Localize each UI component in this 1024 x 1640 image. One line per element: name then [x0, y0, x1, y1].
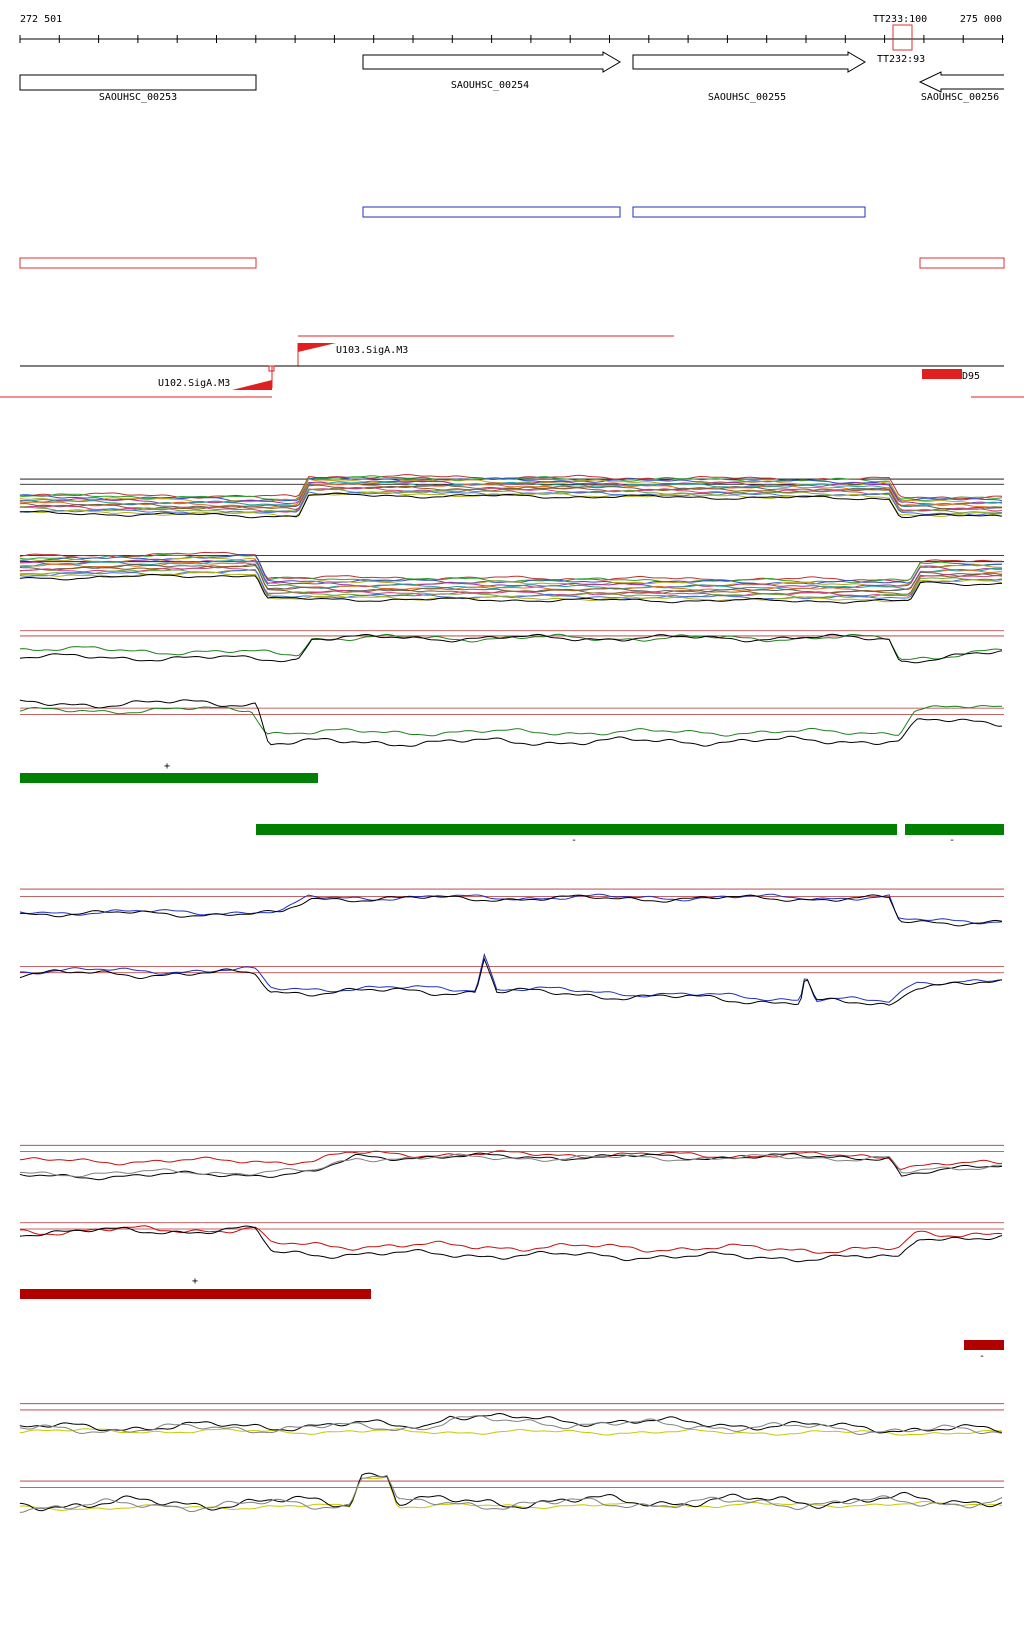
strand-label: - [949, 835, 955, 846]
profile-line [19, 551, 1002, 582]
profile-line [19, 558, 1003, 589]
profile-line [19, 952, 1003, 1003]
profile-line [19, 569, 1003, 600]
gene [632, 51, 866, 73]
profile-line [19, 1412, 1003, 1434]
profile-line [19, 476, 1003, 502]
feature-label: D95 [962, 371, 980, 382]
promoter-flag [298, 343, 336, 352]
operon-box [919, 257, 1005, 269]
profile-line [19, 481, 1003, 508]
profile-line [19, 1150, 1003, 1170]
profile-line [19, 571, 1003, 603]
gene [19, 74, 257, 91]
profile-line [19, 482, 1003, 509]
segment-bar [256, 824, 897, 835]
profile-line [19, 1225, 1003, 1254]
strand-label: - [979, 1351, 985, 1362]
profile-line [19, 488, 1003, 514]
segment-bar [20, 773, 318, 783]
profile-line [19, 559, 1003, 591]
operon-box [632, 206, 866, 218]
strand-label: - [571, 835, 577, 846]
profile-line [19, 894, 1003, 927]
gene [918, 71, 1004, 93]
gene-label: SAOUHSC_00256 [921, 92, 999, 103]
profile-line [19, 633, 1003, 660]
gene [362, 51, 621, 73]
terminator-box [892, 24, 913, 51]
profile-line [19, 893, 1003, 925]
promoter-flag [232, 380, 272, 390]
profile-line [19, 1153, 1003, 1178]
profile-line [19, 1428, 1003, 1436]
profile-line [19, 957, 1003, 1006]
ruler-end: 275 000 [960, 14, 1002, 25]
profile-line [19, 492, 1003, 519]
profile-line [19, 1474, 1003, 1513]
profile-line [19, 699, 1003, 747]
profile-line [19, 633, 1003, 664]
terminator-label: TT232:93 [877, 54, 925, 65]
promoter-label: U102.SigA.M3 [158, 378, 230, 389]
profile-tracks [19, 474, 1004, 1513]
gene-label: SAOUHSC_00255 [708, 92, 786, 103]
promoter-label: U103.SigA.M3 [336, 345, 408, 356]
profile-line [19, 490, 1003, 516]
operon-box [362, 206, 621, 218]
profile-line [19, 1476, 1003, 1511]
profile-line [19, 566, 1003, 597]
profile-line [19, 485, 1003, 511]
segment-bar [20, 1289, 371, 1299]
gene-label: SAOUHSC_00254 [451, 80, 529, 91]
feature-bar [922, 369, 962, 379]
segment-bar [964, 1340, 1004, 1350]
profile-line [19, 1225, 1003, 1263]
strand-label: + [192, 1276, 198, 1287]
profile-line [19, 573, 1002, 604]
profile-line [19, 562, 1002, 593]
ruler-start: 272 501 [20, 14, 62, 25]
strand-label: + [164, 761, 170, 772]
terminator-label: TT233:100 [873, 14, 927, 25]
profile-line [19, 1414, 1003, 1436]
gene-label: SAOUHSC_00253 [99, 92, 177, 103]
promoter-marker [268, 365, 275, 372]
segment-bar [905, 824, 1004, 835]
operon-box [19, 257, 257, 269]
profile-line [19, 556, 1003, 588]
profile-line [19, 1152, 1003, 1181]
profile-line [19, 704, 1002, 737]
profile-line [19, 487, 1003, 513]
